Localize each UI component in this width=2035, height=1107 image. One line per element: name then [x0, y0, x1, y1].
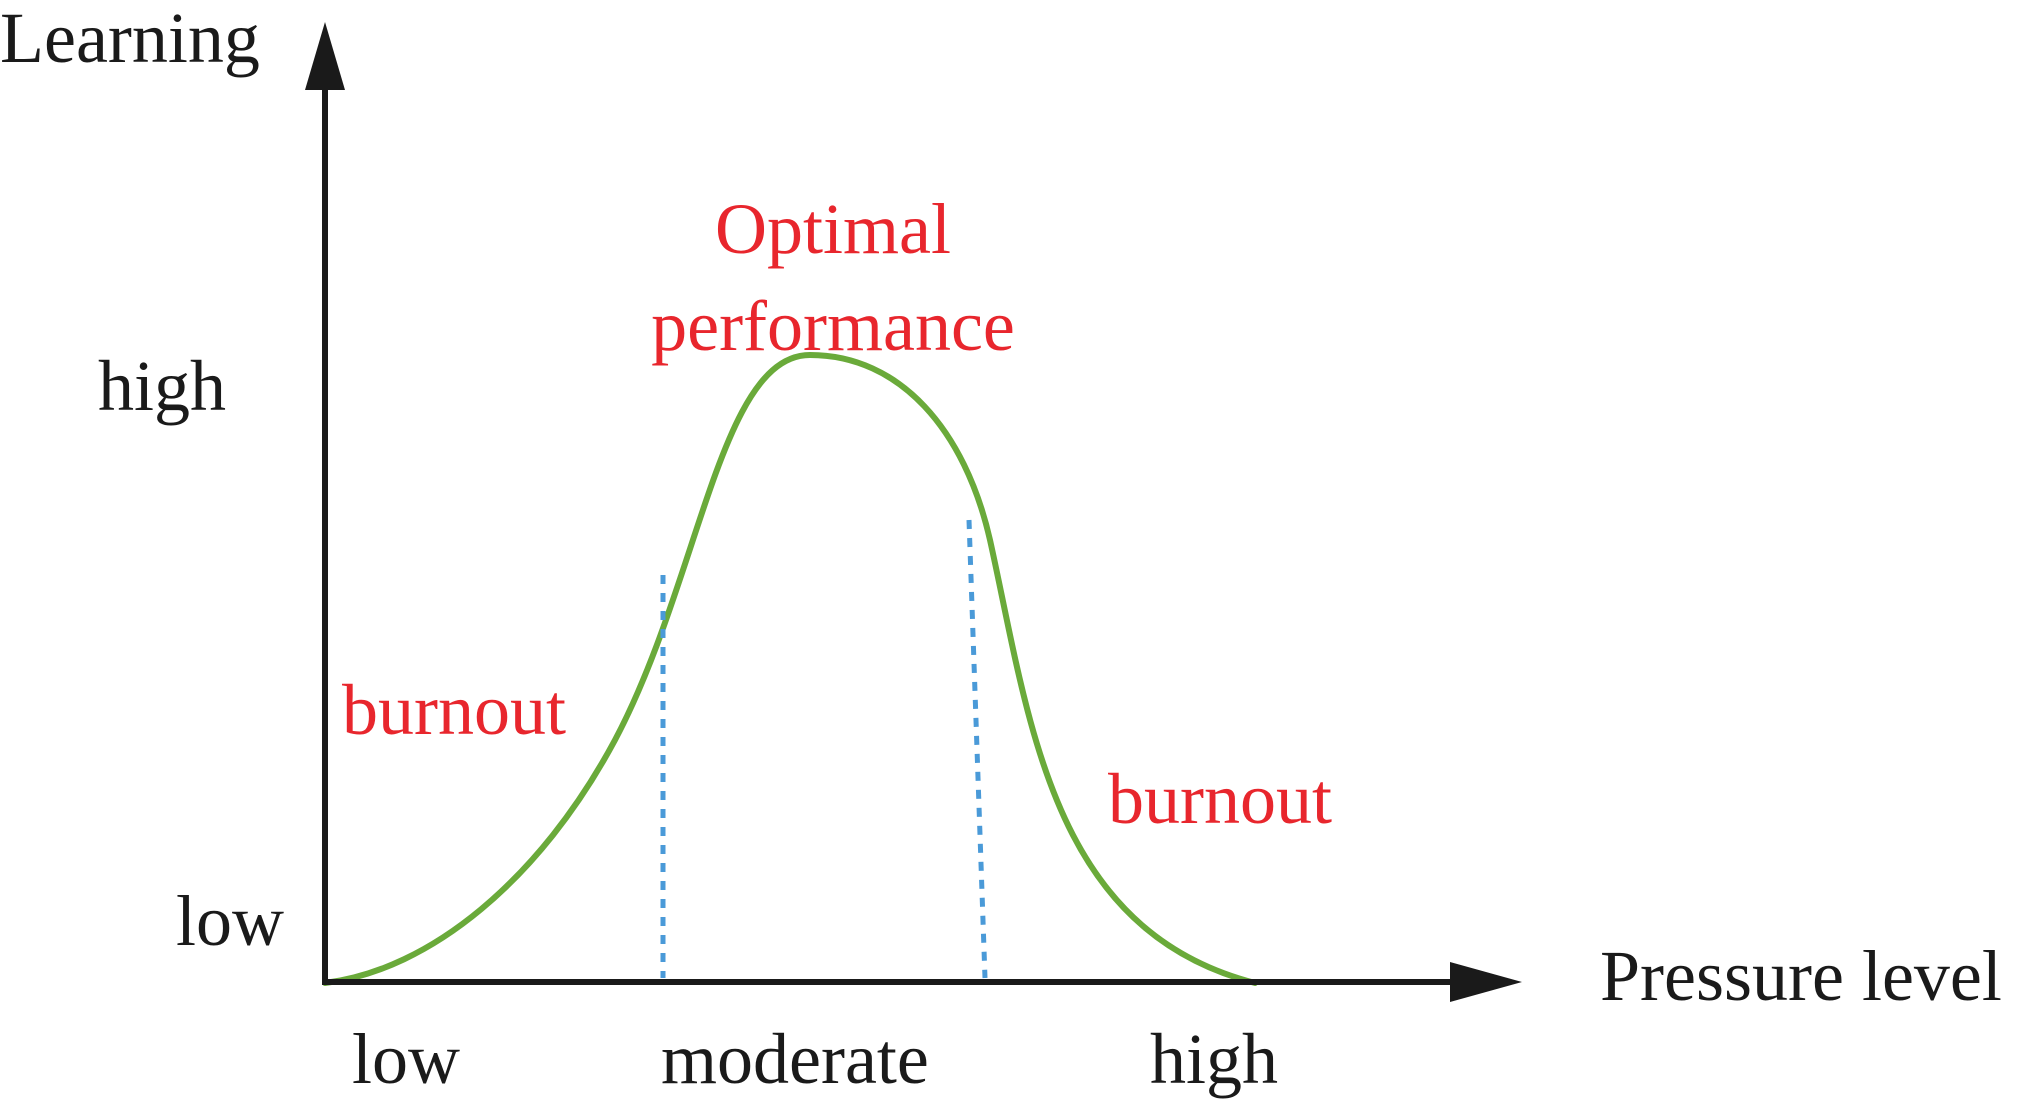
- y-axis-title: Learning: [0, 0, 260, 78]
- performance-label: performance: [651, 286, 1015, 366]
- x-tick-high: high: [1150, 1019, 1278, 1099]
- right-burnout-label: burnout: [1108, 759, 1332, 839]
- x-axis-title: Pressure level: [1600, 936, 2002, 1016]
- y-tick-high: high: [98, 346, 226, 426]
- x-axis-arrowhead: [1450, 962, 1522, 1002]
- y-tick-low: low: [176, 881, 284, 961]
- left-burnout-label: burnout: [342, 670, 566, 750]
- x-tick-low: low: [352, 1019, 460, 1099]
- x-tick-moderate: moderate: [661, 1019, 929, 1099]
- right-divider-line: [966, 519, 988, 979]
- y-axis-arrowhead: [305, 22, 345, 90]
- optimal-label: Optimal: [715, 189, 951, 269]
- performance-curve: [322, 351, 1258, 986]
